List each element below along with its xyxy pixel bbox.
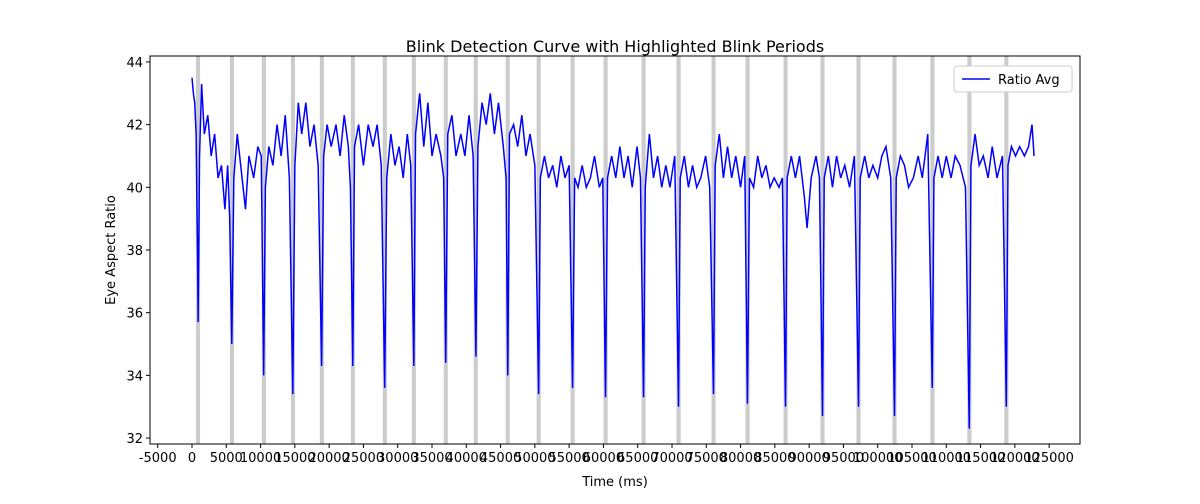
x-tick-label: 95000 xyxy=(823,451,864,466)
x-tick-label: 40000 xyxy=(446,451,487,466)
y-tick-label: 32 xyxy=(126,432,143,447)
y-tick-label: 42 xyxy=(126,119,143,134)
x-tick-label: 5000 xyxy=(210,451,243,466)
blink-span xyxy=(261,56,266,444)
x-tick-label: 105000 xyxy=(887,451,937,466)
blink-span xyxy=(745,56,750,444)
x-tick-label: 85000 xyxy=(754,451,795,466)
legend-box xyxy=(953,65,1073,93)
y-tick-label: 44 xyxy=(126,56,143,71)
blink-span xyxy=(783,56,788,444)
blink-span xyxy=(350,56,355,444)
blink-span xyxy=(229,56,235,444)
chart-title: Blink Detection Curve with Highlighted B… xyxy=(406,37,824,56)
y-tick-label: 40 xyxy=(126,181,143,196)
y-tick-label: 38 xyxy=(126,244,143,259)
blink-span xyxy=(290,56,295,444)
x-tick-label: 100000 xyxy=(853,451,903,466)
blink-span xyxy=(711,56,716,444)
blink-span xyxy=(411,56,416,444)
y-tick-label: 36 xyxy=(126,307,143,322)
x-tick-label: 60000 xyxy=(583,451,624,466)
x-tick-label: 10000 xyxy=(240,451,281,466)
x-tick-label: 70000 xyxy=(651,451,692,466)
blink-span xyxy=(536,56,541,444)
x-tick-label: 65000 xyxy=(617,451,658,466)
x-tick-label: 25000 xyxy=(343,451,384,466)
blink-span xyxy=(382,56,387,444)
blink-span xyxy=(1004,56,1009,444)
blink-span xyxy=(505,56,510,444)
x-axis-label: Time (ms) xyxy=(581,475,648,490)
x-tick-label: 30000 xyxy=(377,451,418,466)
x-tick-label: 20000 xyxy=(308,451,349,466)
x-tick-label: 75000 xyxy=(686,451,727,466)
x-tick-label: 45000 xyxy=(480,451,521,466)
x-tick-label: 120000 xyxy=(990,451,1040,466)
y-axis-label: Eye Aspect Ratio xyxy=(104,195,119,305)
blink-span xyxy=(319,56,324,444)
plot-frame xyxy=(149,55,1081,445)
x-tick-label: 125000 xyxy=(1024,451,1074,466)
blink-span xyxy=(856,56,861,444)
blink-span xyxy=(676,56,681,444)
legend-label: Ratio Avg xyxy=(998,73,1060,88)
blink-span xyxy=(641,56,646,444)
data-line xyxy=(191,77,1035,429)
x-tick-label: 50000 xyxy=(514,451,555,466)
legend: Ratio Avg xyxy=(953,65,1073,93)
blink-span xyxy=(930,56,935,444)
x-tick-label: 0 xyxy=(188,451,196,466)
x-tick-label: 35000 xyxy=(411,451,452,466)
x-tick-label: 15000 xyxy=(274,451,315,466)
blink-span xyxy=(892,56,897,444)
blink-span xyxy=(570,56,575,444)
x-tick-label: 55000 xyxy=(548,451,589,466)
x-tick-label: 115000 xyxy=(956,451,1006,466)
blink-span xyxy=(820,56,825,444)
blink-span xyxy=(967,56,972,444)
blink-span xyxy=(473,56,478,444)
x-tick-label: 90000 xyxy=(788,451,829,466)
y-tick-label: 34 xyxy=(126,369,143,384)
blink-span xyxy=(443,56,448,444)
x-tick-label: -5000 xyxy=(139,451,177,466)
x-tick-label: 80000 xyxy=(720,451,761,466)
x-tick-label: 110000 xyxy=(921,451,971,466)
blink-span xyxy=(603,56,608,444)
